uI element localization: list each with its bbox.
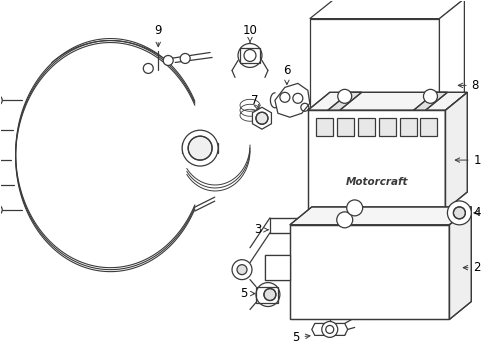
- Bar: [307, 110, 445, 210]
- Circle shape: [182, 130, 218, 166]
- Text: 4: 4: [472, 206, 480, 219]
- Text: 6: 6: [283, 64, 290, 85]
- Bar: [336, 118, 353, 136]
- Text: 9: 9: [154, 24, 162, 47]
- Circle shape: [188, 136, 212, 160]
- Polygon shape: [307, 92, 467, 110]
- Polygon shape: [289, 207, 470, 225]
- Circle shape: [163, 55, 173, 66]
- Polygon shape: [311, 323, 347, 336]
- Bar: [289, 225, 448, 319]
- Polygon shape: [327, 92, 361, 110]
- Bar: [289, 225, 448, 319]
- Circle shape: [0, 205, 2, 215]
- Circle shape: [264, 289, 275, 301]
- Circle shape: [143, 63, 153, 73]
- Text: 5: 5: [240, 287, 254, 300]
- Text: 8: 8: [457, 79, 478, 92]
- Circle shape: [232, 260, 251, 280]
- Text: 2: 2: [462, 261, 480, 274]
- Circle shape: [447, 201, 470, 225]
- Text: 7: 7: [251, 94, 258, 110]
- Polygon shape: [264, 255, 289, 280]
- Text: 3: 3: [254, 223, 267, 236]
- Text: Motorcraft: Motorcraft: [345, 177, 407, 187]
- Polygon shape: [274, 84, 309, 117]
- Text: 10: 10: [242, 24, 257, 42]
- Bar: [307, 110, 445, 210]
- Circle shape: [321, 321, 337, 337]
- Polygon shape: [448, 207, 470, 319]
- Polygon shape: [240, 48, 260, 63]
- Text: 5: 5: [291, 331, 309, 344]
- Polygon shape: [252, 107, 271, 129]
- Circle shape: [180, 54, 190, 63]
- Polygon shape: [309, 0, 464, 19]
- Polygon shape: [255, 287, 277, 302]
- Polygon shape: [445, 92, 467, 210]
- Polygon shape: [439, 0, 464, 113]
- Bar: [399, 118, 416, 136]
- Bar: [357, 118, 374, 136]
- Bar: [315, 118, 332, 136]
- Text: 1: 1: [454, 154, 480, 167]
- Circle shape: [244, 50, 255, 62]
- Circle shape: [452, 207, 465, 219]
- Bar: [309, 19, 439, 113]
- Circle shape: [336, 212, 352, 228]
- Circle shape: [337, 89, 351, 103]
- Bar: [378, 118, 395, 136]
- Circle shape: [237, 265, 246, 275]
- Circle shape: [346, 200, 362, 216]
- Circle shape: [0, 95, 2, 105]
- Circle shape: [423, 89, 437, 103]
- Bar: [420, 118, 437, 136]
- Circle shape: [255, 112, 267, 124]
- Polygon shape: [413, 92, 447, 110]
